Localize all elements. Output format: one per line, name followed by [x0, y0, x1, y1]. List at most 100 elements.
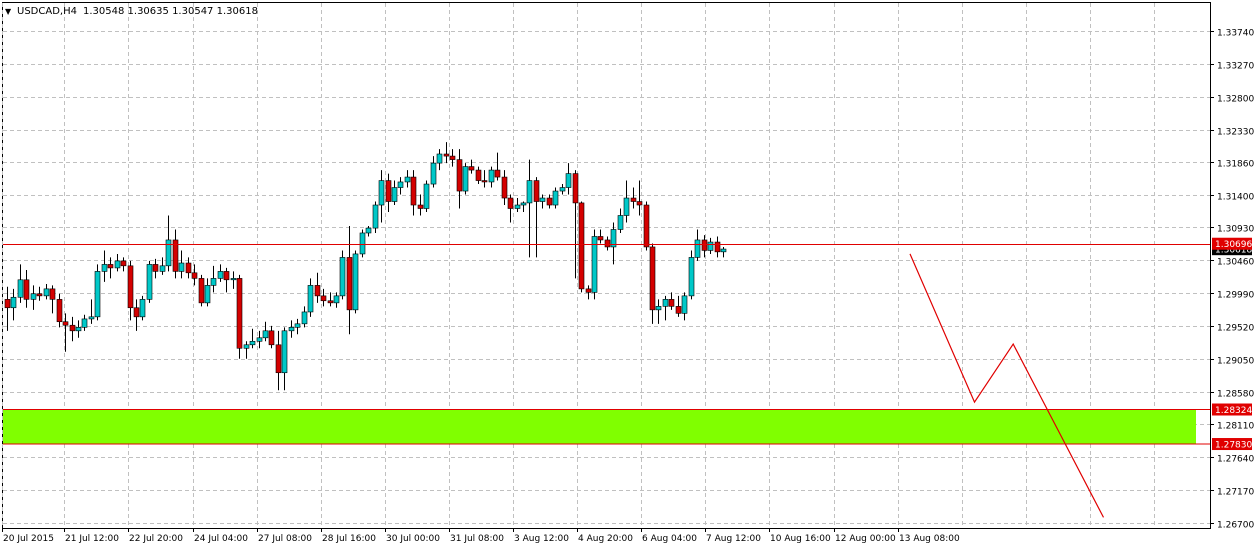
candle-body-bull [288, 327, 295, 332]
candle-body-bull [294, 323, 301, 328]
candle-body-bull [81, 318, 88, 328]
x-tick-label: 24 Jul 04:00 [194, 534, 248, 544]
candle [707, 237, 714, 254]
candle-body-bear [533, 180, 540, 202]
candle [114, 253, 121, 272]
candle-body-bull [707, 241, 714, 251]
candle [249, 328, 256, 349]
candle [36, 286, 43, 301]
candle-body-bear [314, 285, 321, 297]
candle-body-bear [636, 201, 643, 206]
candle-body-bear [546, 197, 553, 206]
candle-body-bear [468, 166, 475, 171]
candle-body-bull [430, 162, 437, 185]
candle [43, 283, 50, 300]
current-price-tag: 1.30618 [1215, 246, 1252, 256]
candle [152, 258, 159, 279]
candle-body-bull [514, 204, 521, 209]
candle-body-bear [475, 169, 482, 181]
chart-menu-icon[interactable]: ▼ [5, 7, 12, 16]
candle-body-bear [481, 180, 488, 183]
x-tick-label: 13 Aug 08:00 [899, 534, 960, 544]
candle [262, 321, 269, 342]
candle [604, 236, 611, 251]
candle [514, 198, 521, 213]
candle-body-bear [4, 299, 11, 309]
candle [101, 250, 108, 282]
candle [230, 271, 237, 289]
candle-body-bull [249, 340, 256, 346]
candle-body-bull [10, 296, 17, 309]
candle [75, 320, 82, 338]
zone-top-price-tag-bg [1212, 403, 1252, 416]
candle-body-bull [688, 257, 695, 297]
candle-body-bull [359, 232, 366, 255]
candle [94, 264, 101, 321]
candle [301, 306, 308, 328]
candle [17, 264, 24, 303]
candle-body-bear [172, 239, 179, 272]
candle-body-bull [88, 316, 95, 320]
y-tick-label: 1.26700 [1217, 521, 1254, 531]
candle [352, 250, 359, 314]
candle [714, 236, 721, 258]
candle-body-bull [262, 330, 269, 339]
candle [256, 330, 263, 349]
candle-body-bull [339, 257, 346, 297]
candle [688, 250, 695, 300]
candle-body-bull [488, 169, 495, 183]
candle [275, 330, 282, 391]
candle-body-bear [494, 169, 501, 178]
candle-body-bear [127, 265, 134, 309]
candle-body-bear [443, 153, 450, 157]
candle [662, 295, 669, 321]
candle-body-bull [591, 236, 598, 293]
candle-body-bear [507, 197, 514, 209]
candle [701, 235, 708, 258]
candle-body-bear [69, 324, 76, 332]
candle [4, 286, 11, 331]
candle [69, 316, 76, 342]
candle-body-bull [352, 253, 359, 311]
candle-body-bull [423, 183, 430, 209]
candle-body-bull [404, 176, 411, 183]
candle-body-bull [165, 239, 172, 267]
candle [223, 267, 230, 293]
candle-body-bear [133, 307, 140, 318]
resistance-price-tag-bg [1212, 237, 1252, 250]
candle [294, 318, 301, 335]
candle-body-bear [604, 239, 611, 248]
y-tick-label: 1.30930 [1217, 225, 1254, 235]
candle [314, 272, 321, 303]
x-tick-label: 31 Jul 08:00 [450, 534, 504, 544]
candle [488, 166, 495, 188]
candle-body-bear [346, 257, 353, 311]
candle [430, 156, 437, 188]
candle-body-bull [43, 288, 50, 297]
candle [185, 257, 192, 279]
candle-body-bull [301, 311, 308, 325]
candle-body-bear [320, 295, 327, 302]
candle [591, 229, 598, 300]
candle [526, 159, 533, 258]
time-axis: 20 Jul 2015 21 Jul 12:00 22 Jul 20:00 24 Ju… [2, 528, 960, 544]
candle [443, 142, 450, 164]
y-tick-label: 1.27640 [1217, 455, 1254, 465]
candle-body-bear [56, 299, 63, 323]
y-tick-label: 1.29520 [1217, 324, 1254, 334]
candle [204, 278, 211, 307]
candle [507, 194, 514, 223]
y-tick-label: 1.30460 [1217, 258, 1254, 268]
candle [539, 194, 546, 209]
candle [127, 260, 134, 321]
candle [359, 229, 366, 258]
candle-body-bull [559, 187, 566, 192]
candle [436, 149, 443, 171]
candle [675, 295, 682, 317]
candle [243, 341, 250, 359]
candle [165, 215, 172, 272]
candle-body-bull [217, 271, 224, 279]
candle [668, 292, 675, 310]
